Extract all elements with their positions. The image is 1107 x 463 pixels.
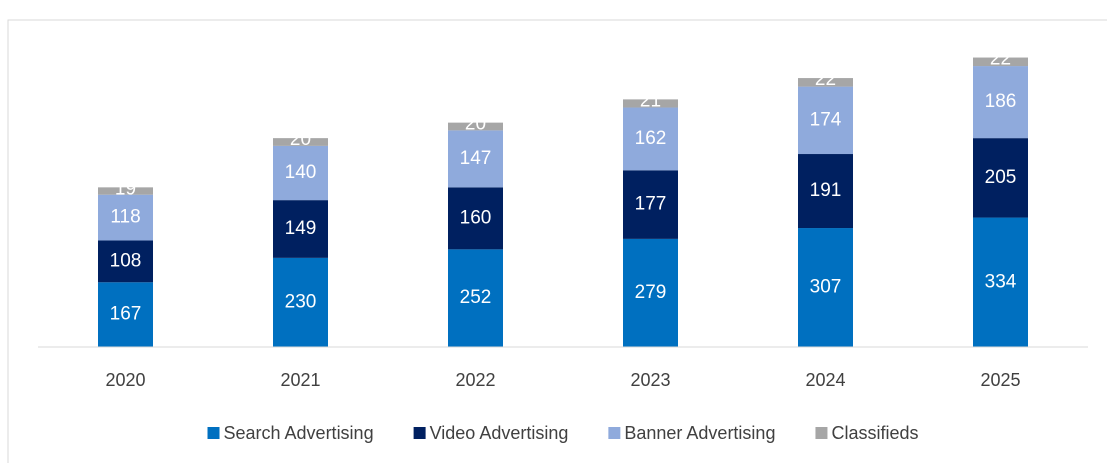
data-label: 108 — [110, 250, 142, 271]
bar-segment — [973, 57, 1028, 67]
x-tick-label: 2020 — [105, 370, 145, 390]
bar-segment — [273, 145, 328, 201]
x-tick-label: 2025 — [980, 370, 1020, 390]
data-label: 22 — [815, 69, 836, 90]
bar-segment — [973, 138, 1028, 218]
bar-segment — [448, 249, 503, 347]
data-label: 174 — [810, 109, 842, 130]
data-label: 279 — [635, 282, 667, 303]
data-label: 140 — [285, 162, 317, 183]
chart-frame — [7, 19, 1107, 463]
legend-swatch — [413, 427, 426, 439]
bar-segment — [623, 99, 678, 108]
legend-swatch — [815, 427, 828, 439]
bar-segment — [98, 282, 153, 347]
data-label: 205 — [985, 167, 1017, 188]
data-label: 186 — [985, 91, 1017, 112]
legend-swatch — [207, 427, 220, 439]
data-label: 230 — [285, 291, 317, 312]
data-label: 162 — [635, 128, 667, 149]
x-tick-label: 2023 — [630, 370, 670, 390]
data-label: 307 — [810, 277, 842, 298]
x-tick-label: 2024 — [805, 370, 845, 390]
legend-label: Video Advertising — [430, 423, 569, 443]
bar-segment — [448, 187, 503, 250]
data-label: 191 — [810, 180, 842, 201]
bar-segment — [273, 138, 328, 146]
x-tick-label: 2021 — [280, 370, 320, 390]
legend-label: Search Advertising — [224, 423, 374, 443]
bar-segment — [798, 86, 853, 155]
bar-segment — [98, 194, 153, 241]
data-label: 147 — [460, 148, 492, 169]
data-label: 177 — [635, 194, 667, 215]
bar-segment — [973, 66, 1028, 139]
bar-segment — [623, 238, 678, 347]
legend-label: Classifieds — [831, 423, 918, 443]
bar-segment — [798, 78, 853, 87]
bar-segment — [623, 107, 678, 171]
bar-segment — [798, 154, 853, 229]
x-tick-label: 2022 — [455, 370, 495, 390]
data-label: 22 — [990, 49, 1011, 70]
bar-segment — [273, 257, 328, 347]
data-label: 160 — [460, 207, 492, 228]
bar-segment — [273, 200, 328, 258]
bar-segment — [448, 122, 503, 131]
data-label: 20 — [465, 114, 486, 135]
legend-swatch — [608, 427, 621, 439]
data-label: 19 — [115, 178, 136, 199]
bar-segment — [98, 240, 153, 283]
data-label: 149 — [285, 218, 317, 239]
bar-segment — [973, 217, 1028, 347]
bar-segment — [798, 228, 853, 347]
bar-segment — [98, 187, 153, 195]
bar-segment — [448, 130, 503, 188]
data-label: 167 — [110, 304, 142, 325]
data-label: 252 — [460, 287, 492, 308]
data-label: 334 — [985, 271, 1017, 292]
legend-label: Banner Advertising — [624, 423, 775, 443]
data-label: 20 — [290, 129, 311, 150]
data-label: 21 — [640, 90, 661, 111]
data-label: 118 — [110, 207, 140, 228]
bar-segment — [623, 170, 678, 239]
